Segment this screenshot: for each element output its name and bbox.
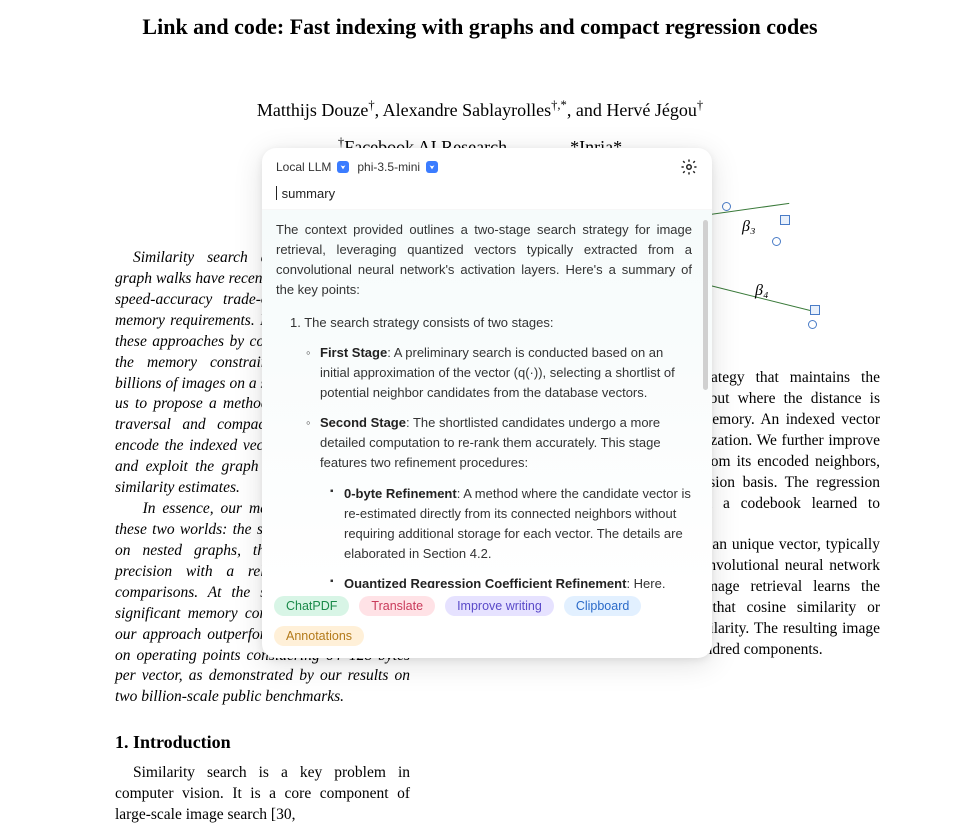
- action-pill-clipboard[interactable]: Clipboard: [564, 596, 642, 616]
- engine-select[interactable]: Local LLM: [276, 160, 349, 174]
- overlay-footer: ChatPDF Translate Improve writing Clipboard…: [262, 588, 712, 658]
- diagram-square: [810, 305, 820, 315]
- summary-first-stage: First Stage: A preliminary search is con…: [306, 343, 692, 403]
- action-pill-improve-writing[interactable]: Improve writing: [445, 596, 554, 616]
- second-stage-label: Second Stage: [320, 415, 406, 430]
- diagram-circle: [808, 320, 817, 329]
- assistant-overlay: Local LLM phi-3.5-mini summary The conte…: [262, 148, 712, 658]
- action-pill-translate[interactable]: Translate: [359, 596, 435, 616]
- action-pill-annotations[interactable]: Annotations: [274, 626, 364, 646]
- settings-button[interactable]: [680, 158, 698, 176]
- diagram-square: [780, 215, 790, 225]
- diagram-circle: [772, 237, 781, 246]
- overlay-header: Local LLM phi-3.5-mini: [262, 148, 712, 182]
- query-input[interactable]: summary: [262, 182, 712, 210]
- model-select-label: phi-3.5-mini: [357, 160, 420, 174]
- summary-qrc: Quantized Regression Coefficient Refinem…: [330, 574, 692, 588]
- query-text: summary: [282, 186, 335, 201]
- model-select[interactable]: phi-3.5-mini: [357, 160, 438, 174]
- summary-point-1: 1. The search strategy consists of two s…: [290, 313, 692, 333]
- diagram-beta3-label: β₃: [742, 218, 756, 236]
- qrc-label: Quantized Regression Coefficient Refinem…: [344, 576, 626, 588]
- first-stage-label: First Stage: [320, 345, 387, 360]
- action-pill-chatpdf[interactable]: ChatPDF: [274, 596, 349, 616]
- diagram-beta4-label: β₄: [755, 282, 769, 300]
- zero-byte-label: 0-byte Refinement: [344, 486, 457, 501]
- overlay-response[interactable]: The context provided outlines a two-stag…: [262, 210, 712, 588]
- diagram-circle: [722, 202, 731, 211]
- paper-intro-paragraph: Similarity search is a key problem in co…: [115, 763, 410, 826]
- paper-title: Link and code: Fast indexing with graphs…: [20, 14, 940, 40]
- figure-diagram: β₃ β₄: [700, 190, 820, 330]
- scrollbar[interactable]: [703, 220, 708, 390]
- chevron-down-icon: [426, 161, 438, 173]
- engine-select-label: Local LLM: [276, 160, 331, 174]
- summary-second-stage: Second Stage: The shortlisted candidates…: [306, 413, 692, 473]
- summary-zero-byte: 0-byte Refinement: A method where the ca…: [330, 484, 692, 565]
- paper-authors: Matthijs Douze†, Alexandre Sablayrolles†…: [20, 98, 940, 121]
- chevron-down-icon: [337, 161, 349, 173]
- section-heading-introduction: 1. Introduction: [115, 732, 410, 753]
- summary-intro: The context provided outlines a two-stag…: [276, 220, 692, 301]
